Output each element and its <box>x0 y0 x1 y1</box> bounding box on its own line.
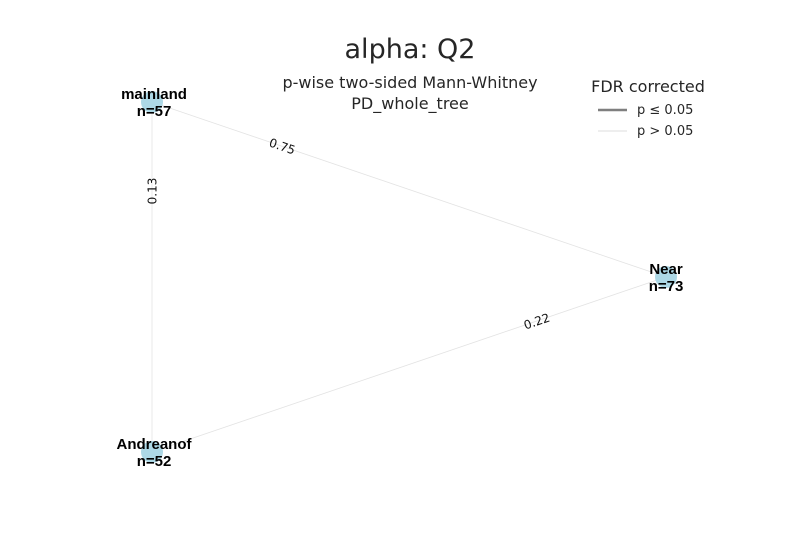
edges-layer <box>151 101 667 453</box>
nodes-layer <box>141 91 677 463</box>
chart-subtitle-metric: PD_whole_tree <box>351 94 468 114</box>
edge-labels: 0.75 0.13 0.22 <box>146 136 552 333</box>
legend: FDR corrected p ≤ 0.05 p > 0.05 <box>591 77 705 139</box>
node-label-near-n: n=73 <box>649 278 684 295</box>
chart-subtitle-test: p-wise two-sided Mann-Whitney <box>282 73 537 92</box>
edge-label-mainland-andreanof: 0.13 <box>146 178 160 205</box>
node-label-andreanof-n: n=52 <box>137 453 172 470</box>
node-andreanof <box>141 441 163 463</box>
node-label-andreanof-name: Andreanof <box>117 436 193 453</box>
edge-label-andreanof-near: 0.22 <box>522 311 552 333</box>
node-labels: mainland n=57 Near n=73 Andreanof n=52 <box>117 86 684 470</box>
legend-label-not-significant: p > 0.05 <box>637 124 693 139</box>
node-mainland <box>141 91 163 113</box>
node-near <box>655 266 677 288</box>
node-label-near-name: Near <box>649 261 683 278</box>
edge-andreanof-near <box>151 276 667 453</box>
node-label-mainland-n: n=57 <box>137 103 172 120</box>
legend-label-significant: p ≤ 0.05 <box>637 103 693 118</box>
edge-mainland-near <box>151 101 667 278</box>
node-label-mainland-name: mainland <box>121 86 187 103</box>
legend-title: FDR corrected <box>591 77 705 96</box>
edge-label-mainland-near: 0.75 <box>267 136 297 158</box>
chart-title: alpha: Q2 <box>345 34 476 65</box>
